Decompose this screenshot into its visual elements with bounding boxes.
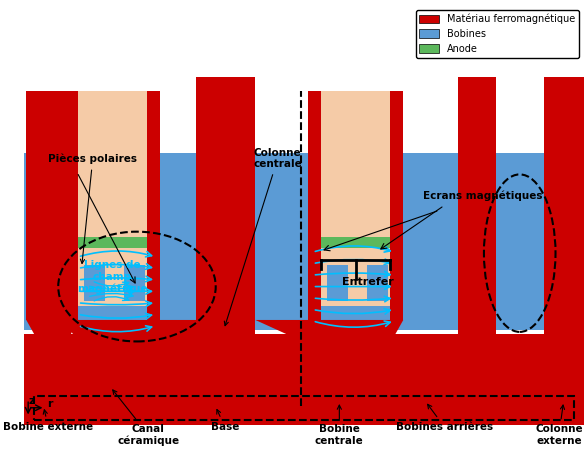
Polygon shape bbox=[458, 358, 496, 382]
Polygon shape bbox=[64, 320, 217, 344]
Bar bbox=[25, 334, 584, 425]
Bar bbox=[196, 77, 255, 358]
Text: Ecrans magnétiques: Ecrans magnétiques bbox=[423, 191, 542, 201]
Legend: Matériau ferromagnétique, Bobines, Anode: Matériau ferromagnétique, Bobines, Anode bbox=[415, 10, 579, 58]
Polygon shape bbox=[26, 320, 79, 344]
Text: z: z bbox=[28, 396, 35, 406]
Text: Canal
céramique: Canal céramique bbox=[113, 390, 179, 446]
Text: Entrefer: Entrefer bbox=[342, 277, 394, 287]
Bar bbox=[84, 264, 104, 301]
Bar bbox=[308, 91, 321, 320]
Bar bbox=[160, 153, 217, 320]
Bar bbox=[367, 264, 388, 301]
Bar bbox=[321, 237, 390, 248]
Text: Colonne
centrale: Colonne centrale bbox=[224, 148, 302, 326]
Text: Bobine externe: Bobine externe bbox=[3, 410, 93, 432]
Bar bbox=[78, 237, 146, 248]
Bar bbox=[34, 396, 574, 420]
Bar bbox=[64, 153, 117, 320]
Bar bbox=[64, 91, 78, 320]
Bar bbox=[124, 264, 145, 301]
Polygon shape bbox=[255, 320, 403, 344]
Bar bbox=[321, 91, 390, 306]
Bar bbox=[327, 264, 348, 301]
Bar bbox=[25, 153, 584, 330]
Bar bbox=[458, 77, 496, 358]
Text: Base: Base bbox=[210, 409, 239, 432]
Bar bbox=[496, 153, 544, 320]
Polygon shape bbox=[196, 358, 255, 382]
Bar bbox=[255, 153, 308, 320]
Bar bbox=[78, 91, 146, 306]
Text: Bobines arrières: Bobines arrières bbox=[396, 404, 493, 432]
Text: r: r bbox=[47, 399, 53, 409]
Text: Lignes de
champ
magnétique: Lignes de champ magnétique bbox=[77, 260, 148, 294]
Text: Pièces polaires: Pièces polaires bbox=[48, 154, 137, 264]
Polygon shape bbox=[544, 358, 584, 382]
Bar bbox=[26, 91, 64, 320]
Text: Bobine
centrale: Bobine centrale bbox=[315, 405, 364, 446]
Bar bbox=[544, 77, 584, 358]
Bar bbox=[146, 91, 160, 320]
Bar bbox=[403, 153, 458, 320]
Bar bbox=[390, 91, 403, 320]
Text: Colonne
externe: Colonne externe bbox=[535, 405, 582, 446]
